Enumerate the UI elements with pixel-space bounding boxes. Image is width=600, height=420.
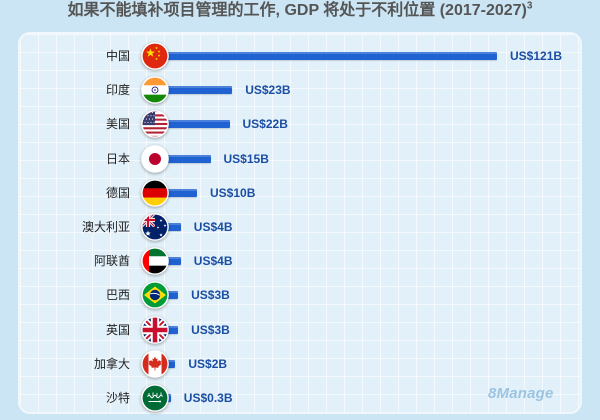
category-label: 阿联酋	[93, 254, 130, 269]
bar	[158, 223, 181, 231]
chart-title: 如果不能填补项目管理的工作, GDP 将处于不利位置 (2017-2027)3	[0, 1, 600, 21]
germany-flag-icon	[141, 178, 169, 207]
bar	[158, 257, 181, 266]
bar-row: 英国 US$3B	[0, 313, 600, 347]
bar-row: 中国 US$121B	[0, 39, 600, 73]
chart-title-text: 如果不能填补项目管理的工作, GDP 将处于不利位置 (2017-2027)	[67, 2, 527, 19]
japan-flag-icon	[141, 144, 169, 173]
value-label: US$3B	[191, 288, 230, 303]
category-label: 中国	[105, 49, 130, 63]
value-label: US$22B	[242, 117, 288, 132]
bar-row: 美国 US$22B	[0, 107, 600, 141]
bar-row: 加拿大 US$2B	[0, 347, 600, 381]
uk-flag-icon	[141, 315, 169, 344]
value-label: US$23B	[245, 83, 291, 98]
china-flag-icon	[141, 42, 169, 70]
bar	[158, 120, 230, 129]
bar	[158, 188, 197, 197]
value-label: US$4B	[193, 220, 233, 234]
value-label: US$2B	[188, 356, 228, 371]
category-label: 英国	[105, 322, 130, 337]
value-label: US$15B	[223, 151, 269, 166]
bar-row: 澳大利亚 US$4B	[0, 210, 600, 244]
bar-row: 巴西 US$3B	[0, 278, 600, 312]
canada-flag-icon	[141, 349, 169, 378]
chart-panel	[18, 32, 582, 414]
saudi-arabia-flag-icon	[141, 384, 169, 412]
bar-row: 沙特 US$0.3B	[0, 381, 600, 415]
bar-row: 日本 US$15B	[0, 142, 600, 176]
brazil-flag-icon	[141, 281, 169, 310]
bar	[158, 52, 497, 60]
bar	[158, 154, 211, 163]
category-label: 澳大利亚	[81, 220, 130, 234]
bar-row: 阿联酋 US$4B	[0, 244, 600, 278]
uae-flag-icon	[141, 247, 169, 275]
category-label: 日本	[105, 151, 130, 166]
bar-row: 德国 US$10B	[0, 176, 600, 210]
bar	[158, 86, 233, 95]
category-label: 美国	[105, 117, 130, 132]
title-footnote-marker: 3	[526, 1, 533, 12]
category-label: 加拿大	[93, 356, 130, 371]
value-label: US$10B	[210, 185, 256, 200]
category-label: 沙特	[105, 391, 130, 405]
value-label: US$121B	[510, 49, 563, 63]
india-flag-icon	[141, 76, 169, 104]
value-label: US$3B	[191, 322, 230, 337]
category-label: 德国	[105, 185, 130, 200]
usa-flag-icon	[141, 110, 169, 139]
australia-flag-icon	[141, 213, 169, 241]
category-label: 印度	[105, 83, 130, 98]
bar-row: 印度 US$23B	[0, 73, 600, 107]
value-label: US$4B	[193, 254, 233, 269]
value-label: US$0.3B	[183, 391, 233, 405]
watermark-logo: 8Manage	[488, 385, 554, 402]
category-label: 巴西	[105, 288, 130, 303]
